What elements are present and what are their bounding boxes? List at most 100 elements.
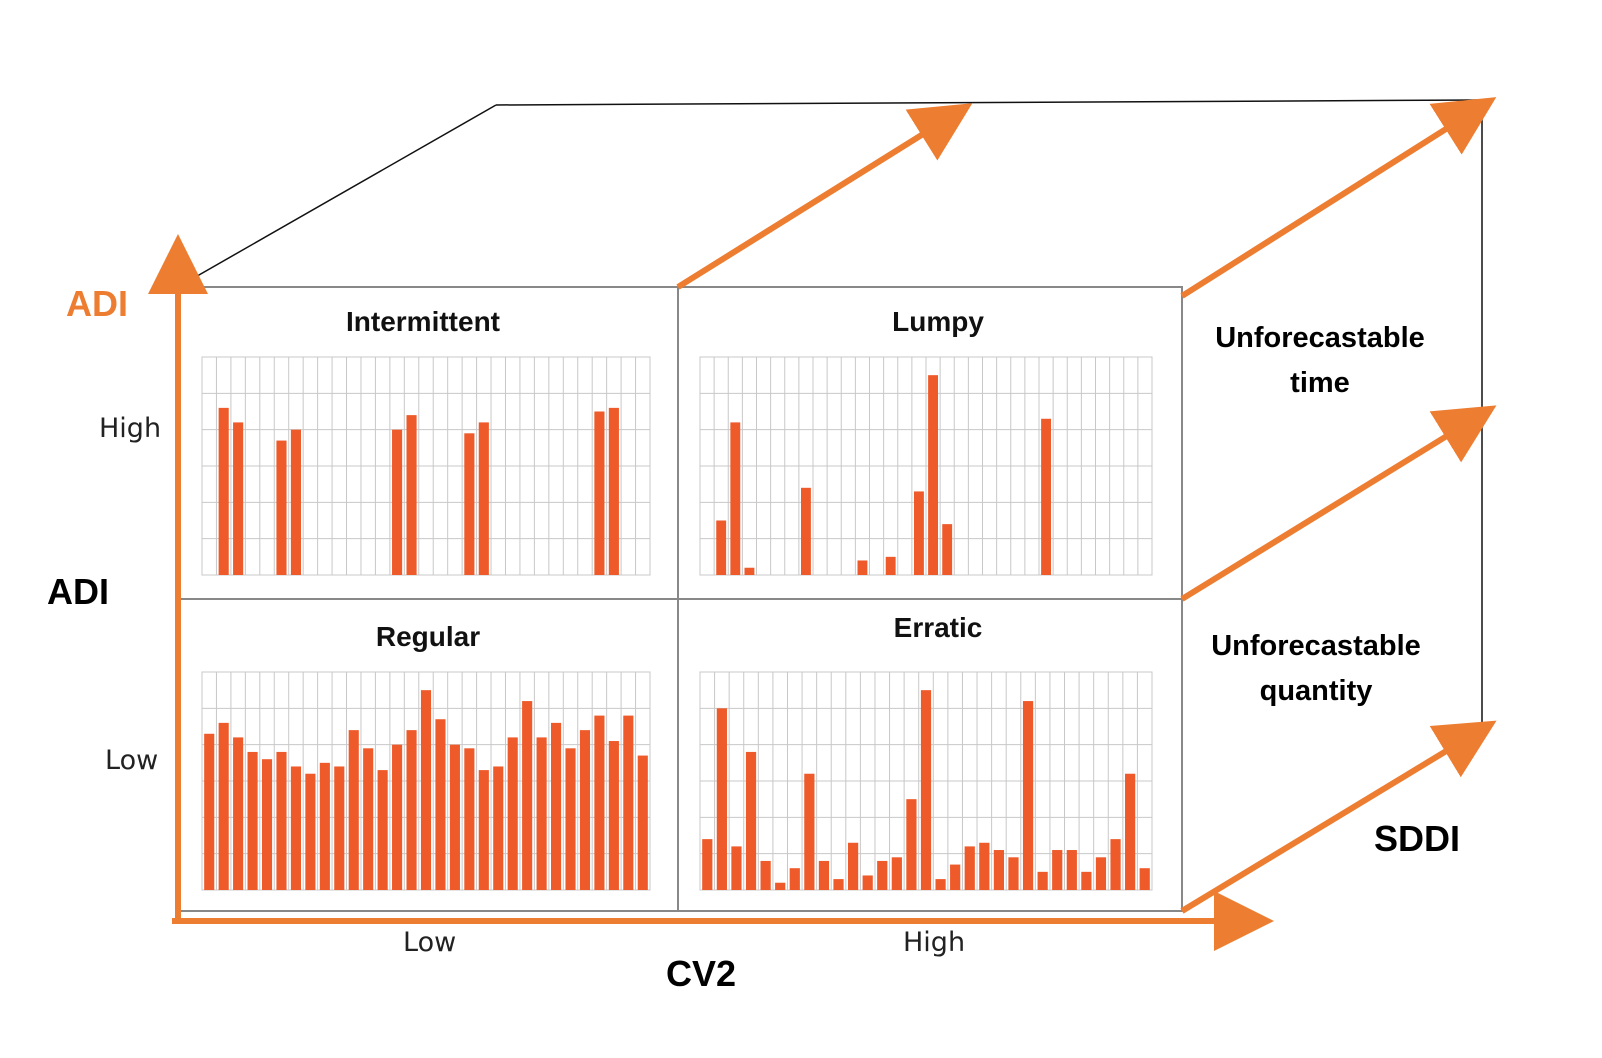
bar xyxy=(392,744,403,890)
y-axis-label: ADI xyxy=(47,571,109,612)
bar xyxy=(1125,773,1136,890)
bar xyxy=(942,524,953,575)
bar xyxy=(789,868,800,890)
chart-title-intermittent: Intermittent xyxy=(346,306,500,337)
chart-erratic xyxy=(699,671,1153,891)
note-lower-line-1: Unforecastable xyxy=(1211,630,1421,662)
bar xyxy=(857,560,868,575)
bar xyxy=(862,875,873,890)
bar xyxy=(276,751,287,890)
bar xyxy=(507,737,518,890)
note-unforecastable-quantity: Unforecastable quantity xyxy=(1186,624,1446,714)
depth-arrow-top-right xyxy=(1180,97,1497,299)
bar xyxy=(1022,701,1034,890)
bar xyxy=(478,770,489,890)
bar xyxy=(731,846,742,890)
bar xyxy=(775,882,786,890)
bar xyxy=(435,719,446,890)
bar xyxy=(233,737,244,890)
bar xyxy=(565,748,576,890)
bar xyxy=(847,842,859,890)
depth-arrow-bottom-right xyxy=(1180,720,1497,914)
bar xyxy=(334,766,345,890)
bar xyxy=(760,860,771,890)
bar xyxy=(1095,857,1107,890)
bar xyxy=(420,690,432,890)
bar xyxy=(305,773,316,890)
bar xyxy=(818,860,830,890)
z-axis-label: SDDI xyxy=(1374,818,1461,859)
cube-edge-top-back xyxy=(495,99,1483,106)
bar xyxy=(594,411,605,575)
y-axis-label-orange: ADI xyxy=(66,283,128,324)
bar xyxy=(833,879,844,890)
cube-edge-top-left xyxy=(177,104,497,288)
bar xyxy=(716,708,727,890)
bar xyxy=(950,864,961,890)
x-tick-high: High xyxy=(903,927,966,958)
bar xyxy=(800,487,811,575)
bar xyxy=(392,429,403,575)
bar xyxy=(536,737,547,890)
bar xyxy=(348,730,359,890)
bar xyxy=(928,375,939,575)
x-axis-label: CV2 xyxy=(666,953,737,994)
bar xyxy=(363,748,374,890)
bar xyxy=(906,799,917,890)
bar xyxy=(449,744,460,890)
bar xyxy=(1139,868,1150,890)
bar xyxy=(406,730,417,890)
bar xyxy=(1008,857,1019,890)
bar xyxy=(1041,418,1052,575)
bar xyxy=(730,422,741,575)
bar xyxy=(290,766,301,890)
chart-intermittent xyxy=(201,356,651,576)
depth-arrow-middle-right xyxy=(1180,405,1497,602)
bar xyxy=(406,415,417,575)
bar xyxy=(290,429,301,575)
bar xyxy=(608,741,619,890)
bar xyxy=(623,715,634,890)
bar xyxy=(993,850,1005,890)
chart-title-erratic: Erratic xyxy=(893,612,983,643)
bar xyxy=(377,770,388,890)
bar xyxy=(551,722,562,890)
bar xyxy=(745,751,757,890)
y-tick-high: High xyxy=(99,413,162,444)
bar xyxy=(979,842,990,890)
bar xyxy=(218,722,229,890)
bar xyxy=(464,748,475,890)
note-unforecastable-time: Unforecastable time xyxy=(1190,316,1450,406)
bar xyxy=(885,556,896,575)
bar xyxy=(716,520,727,575)
bar xyxy=(702,839,713,890)
chart-title-regular: Regular xyxy=(375,621,481,652)
bar xyxy=(608,407,619,575)
bar xyxy=(1110,839,1121,890)
chart-regular xyxy=(201,671,651,891)
bar xyxy=(261,759,273,890)
bar xyxy=(1037,871,1048,890)
bar xyxy=(594,715,605,890)
bar xyxy=(935,879,946,890)
bar xyxy=(522,701,533,890)
chart-title-lumpy: Lumpy xyxy=(892,306,984,337)
note-upper-line-2: time xyxy=(1290,367,1350,399)
bar xyxy=(478,422,489,575)
bar xyxy=(247,751,258,890)
bar xyxy=(1081,871,1092,890)
bar xyxy=(637,755,648,890)
chart-lumpy xyxy=(699,356,1153,576)
y-tick-low: Low xyxy=(105,745,159,776)
bar xyxy=(493,766,504,890)
bar xyxy=(233,422,244,575)
bar xyxy=(744,567,755,575)
bar xyxy=(913,491,924,575)
bar xyxy=(276,440,287,575)
bar xyxy=(891,857,902,890)
bar xyxy=(1066,850,1077,890)
note-lower-line-2: quantity xyxy=(1259,675,1373,707)
bar xyxy=(920,690,932,890)
